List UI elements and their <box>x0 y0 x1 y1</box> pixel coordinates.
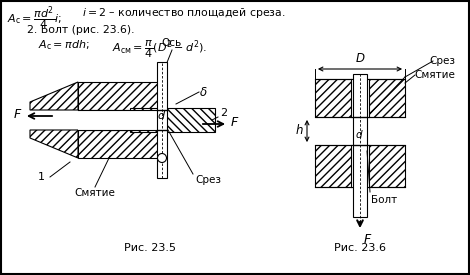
Bar <box>315 79 405 117</box>
Text: Срез: Срез <box>429 56 455 66</box>
Text: Рис. 23.5: Рис. 23.5 <box>124 243 176 253</box>
Circle shape <box>157 153 166 163</box>
Text: $A_{\rm c} = \dfrac{\pi d^2}{4}i;$: $A_{\rm c} = \dfrac{\pi d^2}{4}i;$ <box>7 5 62 33</box>
Text: 1: 1 <box>38 172 45 182</box>
Text: d: d <box>356 130 362 140</box>
Polygon shape <box>30 82 78 110</box>
Bar <box>78 82 166 110</box>
Text: $F$: $F$ <box>13 109 22 122</box>
Text: 2: 2 <box>220 108 227 118</box>
Bar <box>315 145 405 187</box>
Bar <box>351 79 369 117</box>
Text: $F$: $F$ <box>363 233 372 246</box>
Bar <box>353 74 367 217</box>
Bar <box>157 62 167 178</box>
Text: 2. Болт (рис. 23.6).: 2. Болт (рис. 23.6). <box>27 25 134 35</box>
Text: $A_{\rm c} = \pi dh;$: $A_{\rm c} = \pi dh;$ <box>38 38 90 52</box>
Text: Ось: Ось <box>162 38 182 48</box>
Polygon shape <box>30 130 78 158</box>
Text: Срез: Срез <box>195 175 221 185</box>
Text: Смятие: Смятие <box>75 188 116 198</box>
Bar <box>78 130 166 158</box>
Bar <box>130 108 215 132</box>
Text: Рис. 23.6: Рис. 23.6 <box>334 243 386 253</box>
Text: d: d <box>157 111 164 121</box>
Text: Смятие: Смятие <box>414 70 455 80</box>
Text: δ: δ <box>200 86 207 98</box>
Text: Болт: Болт <box>371 195 397 205</box>
Text: h: h <box>296 125 303 138</box>
Text: $A_{\rm см} = \dfrac{\pi}{4}(D^2 - d^2).$: $A_{\rm см} = \dfrac{\pi}{4}(D^2 - d^2).… <box>112 39 207 61</box>
Text: $i = 2$ – количество площадей среза.: $i = 2$ – количество площадей среза. <box>82 6 285 20</box>
Text: D: D <box>355 52 365 65</box>
Text: $F$: $F$ <box>230 117 239 130</box>
Bar <box>351 145 369 187</box>
Bar <box>78 110 166 130</box>
